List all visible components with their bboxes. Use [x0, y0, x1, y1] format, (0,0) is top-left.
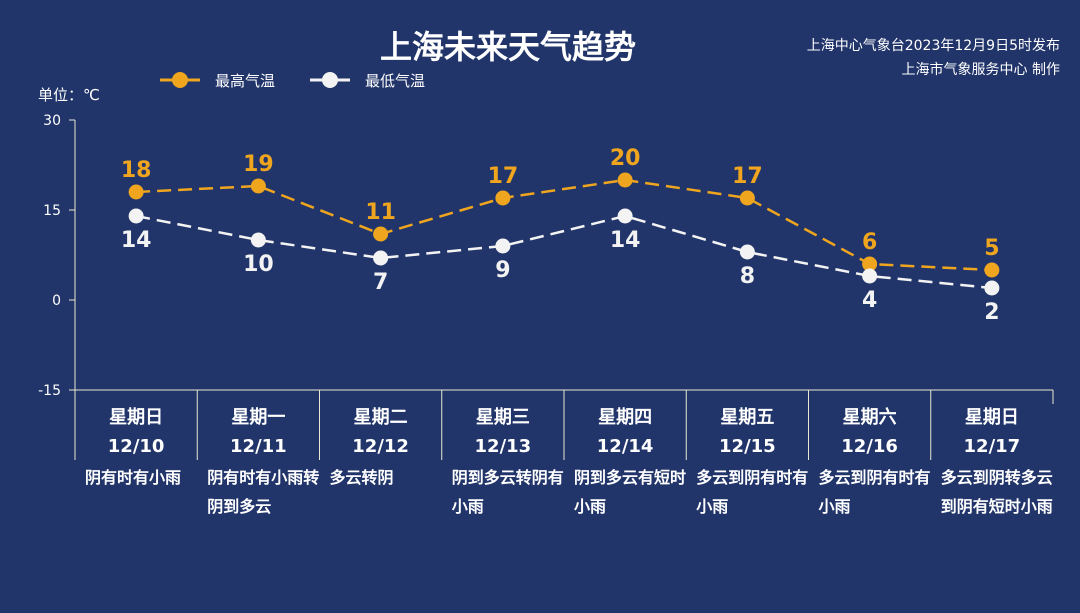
- unit-label: 单位：℃: [38, 86, 100, 104]
- weekday-label: 星期二: [354, 407, 408, 428]
- weather-description: 阴到多云有短时小雨: [574, 468, 687, 516]
- low-temp-point: [739, 244, 755, 260]
- weekday-label: 星期三: [476, 407, 530, 428]
- high-temp-label: 20: [610, 146, 641, 171]
- date-label: 12/17: [964, 436, 1021, 457]
- date-label: 12/12: [352, 436, 409, 457]
- publisher-info: 上海中心气象台2023年12月9日5时发布 上海市气象服务中心 制作: [807, 34, 1060, 82]
- legend-low-marker: [322, 72, 338, 88]
- date-label: 12/11: [230, 436, 287, 457]
- date-label: 12/16: [841, 436, 898, 457]
- y-tick-label: -15: [38, 383, 61, 399]
- low-temp-label: 2: [984, 300, 999, 325]
- y-tick-label: 0: [52, 293, 61, 309]
- weather-description: 阴到多云转阴有小雨: [451, 468, 564, 516]
- y-tick-label: 15: [43, 203, 61, 219]
- weather-description: 阴有时有小雨转阴到多云: [207, 468, 320, 516]
- high-temp-point: [862, 256, 878, 272]
- high-temp-point: [128, 184, 144, 200]
- high-temp-label: 19: [243, 152, 274, 177]
- weekday-label: 星期日: [965, 407, 1019, 428]
- high-temp-point: [984, 262, 1000, 278]
- low-temp-point: [984, 280, 1000, 296]
- weekday-label: 星期六: [843, 406, 897, 428]
- date-label: 12/10: [108, 436, 165, 457]
- weekday-label: 星期四: [598, 407, 652, 428]
- legend-low-label: 最低气温: [365, 72, 425, 90]
- low-temp-label: 4: [862, 288, 877, 313]
- weather-description: 多云到阴有时有小雨: [818, 468, 931, 516]
- high-temp-point: [617, 172, 633, 188]
- publisher-line-2: 上海市气象服务中心 制作: [901, 62, 1060, 78]
- weather-description: 多云到阴有时有小雨: [696, 468, 809, 516]
- low-temp-label: 8: [740, 264, 755, 289]
- high-temp-point: [495, 190, 511, 206]
- legend-high-label: 最高气温: [215, 72, 275, 90]
- high-temp-line: [136, 178, 992, 272]
- low-temp-label: 9: [495, 258, 510, 283]
- date-label: 12/13: [475, 436, 532, 457]
- weekday-label: 星期日: [109, 407, 163, 428]
- high-temp-label: 18: [121, 158, 152, 183]
- publisher-line-1: 上海中心气象台2023年12月9日5时发布: [806, 38, 1060, 54]
- weather-description: 多云转阴: [329, 468, 394, 487]
- high-temp-label: 17: [488, 164, 519, 189]
- low-temp-point: [128, 208, 144, 224]
- y-tick-label: 30: [43, 113, 61, 129]
- low-temp-point: [373, 250, 389, 266]
- high-temp-label: 17: [732, 164, 763, 189]
- weather-description: 阴有时有小雨: [85, 468, 182, 487]
- low-temp-label: 14: [610, 228, 641, 253]
- legend-high-marker: [172, 72, 188, 88]
- low-temp-label: 7: [373, 270, 388, 295]
- date-label: 12/14: [597, 436, 654, 457]
- high-temp-point: [250, 178, 266, 194]
- weather-description: 多云到阴转多云到阴有短时小雨: [940, 468, 1053, 516]
- low-temp-line: [135, 214, 992, 290]
- high-temp-point: [373, 226, 389, 242]
- low-temp-label: 10: [243, 252, 274, 277]
- page-title: 上海未来天气趋势: [379, 28, 636, 66]
- high-temp-label: 6: [862, 230, 877, 255]
- date-label: 12/15: [719, 436, 776, 457]
- weekday-label: 星期一: [231, 407, 285, 428]
- low-temp-point: [862, 268, 878, 284]
- high-temp-label: 5: [984, 236, 999, 261]
- low-temp-point: [250, 232, 266, 248]
- high-temp-label: 11: [365, 200, 396, 225]
- low-temp-label: 14: [121, 228, 152, 253]
- low-temp-point: [495, 238, 511, 254]
- weekday-label: 星期五: [720, 407, 774, 428]
- high-temp-point: [739, 190, 755, 206]
- low-temp-point: [617, 208, 633, 224]
